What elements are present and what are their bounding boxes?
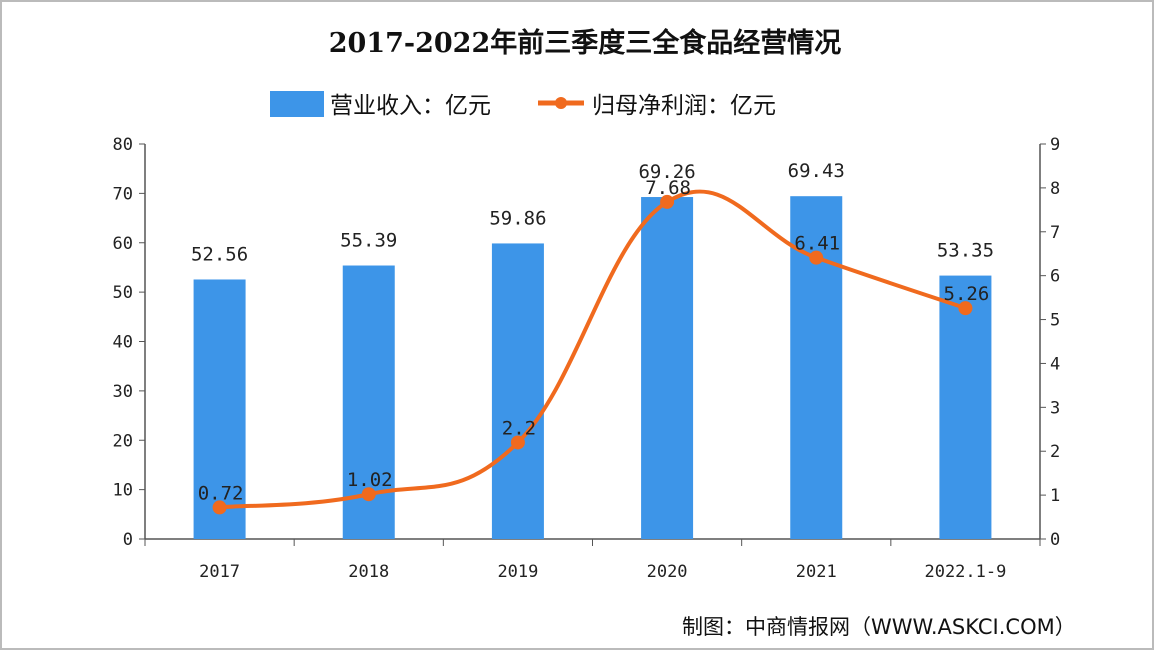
y-left-tick-label: 10 xyxy=(113,481,133,501)
line-data-label: 1.02 xyxy=(347,469,393,491)
y-right-tick-label: 4 xyxy=(1050,354,1060,374)
legend-line-label: 归母净利润：亿元 xyxy=(592,93,776,119)
bar-data-label: 69.43 xyxy=(788,160,845,182)
bar-revenue xyxy=(491,243,544,539)
chart-title: 2017-2022年前三季度三全食品经营情况 xyxy=(329,27,842,59)
bar-data-label: 59.86 xyxy=(489,207,546,229)
line-data-label: 0.72 xyxy=(198,482,244,504)
y-right-tick-label: 3 xyxy=(1050,398,1060,418)
y-left-tick-label: 30 xyxy=(113,382,133,402)
line-marker xyxy=(809,250,824,265)
y-right-tick-label: 5 xyxy=(1050,311,1060,331)
line-data-label: 7.68 xyxy=(645,177,691,199)
y-left-tick-label: 70 xyxy=(113,184,133,204)
bar-data-label: 52.56 xyxy=(191,243,248,265)
x-tick-label: 2018 xyxy=(348,562,389,582)
y-left-tick-label: 50 xyxy=(113,283,133,303)
source-note: 制图：中商情报网（WWW.ASKCI.COM） xyxy=(682,615,1076,639)
line-data-label: 6.41 xyxy=(794,233,840,255)
y-right-tick-label: 7 xyxy=(1050,223,1060,243)
y-right-tick-label: 1 xyxy=(1050,486,1060,506)
legend-line-marker xyxy=(555,97,567,109)
x-tick-label: 2017 xyxy=(199,562,240,582)
y-left-tick-label: 60 xyxy=(113,234,133,254)
line-marker xyxy=(361,487,376,502)
x-tick-label: 2021 xyxy=(796,562,837,582)
y-right-tick-label: 6 xyxy=(1050,267,1060,287)
bar-data-label: 69.26 xyxy=(638,161,695,183)
legend-bar-label: 营业收入：亿元 xyxy=(330,93,491,119)
bar-revenue xyxy=(641,197,694,539)
y-left-tick-label: 0 xyxy=(123,530,133,550)
bar-data-label: 55.39 xyxy=(340,230,397,252)
bar-revenue xyxy=(193,279,246,539)
bar-revenue xyxy=(939,275,992,539)
x-tick-label: 2022.1-9 xyxy=(924,562,1006,582)
line-data-label: 2.2 xyxy=(502,417,536,439)
legend-bar-swatch xyxy=(270,91,324,117)
y-left-tick-label: 20 xyxy=(113,431,133,451)
y-right-tick-label: 2 xyxy=(1050,442,1060,462)
legend: 营业收入：亿元 归母净利润：亿元 xyxy=(270,91,776,119)
y-left-tick-label: 40 xyxy=(113,333,133,353)
x-tick-label: 2020 xyxy=(647,562,688,582)
line-marker xyxy=(510,435,525,450)
line-net-profit xyxy=(219,189,967,510)
bar-data-label: 53.35 xyxy=(937,240,994,262)
y-right-tick-label: 8 xyxy=(1050,179,1060,199)
line-marker xyxy=(212,500,227,515)
line-marker xyxy=(660,194,675,209)
line-marker xyxy=(958,301,973,316)
y-right-tick-label: 9 xyxy=(1050,135,1060,155)
line-data-label: 5.26 xyxy=(944,283,990,305)
x-tick-label: 2019 xyxy=(497,562,538,582)
y-right-tick-label: 0 xyxy=(1050,530,1060,550)
y-left-tick-label: 80 xyxy=(113,135,133,155)
